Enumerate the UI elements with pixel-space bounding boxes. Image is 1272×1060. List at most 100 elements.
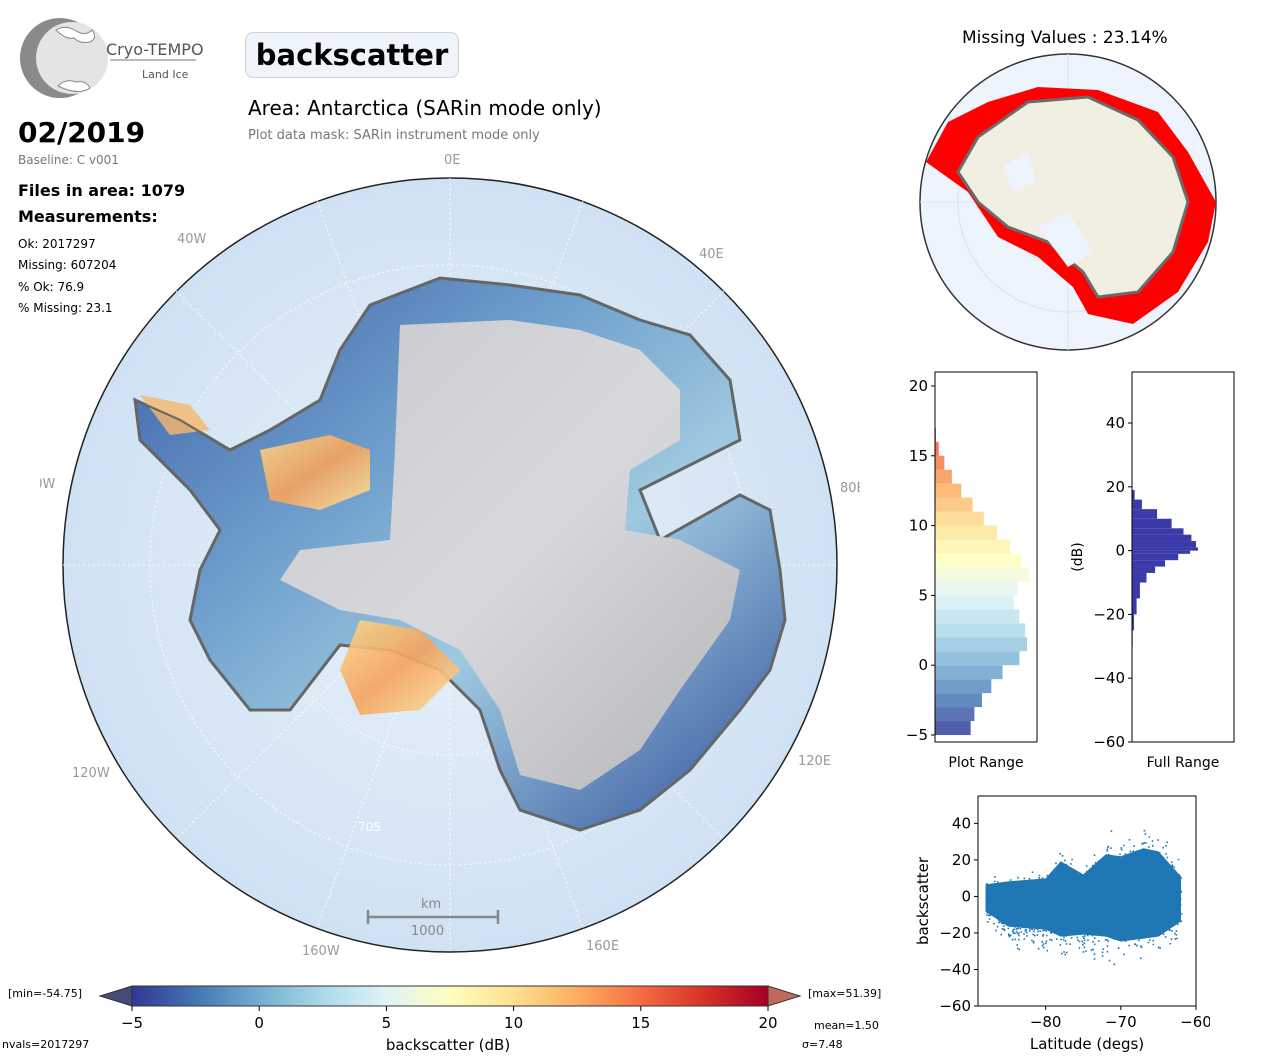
interior-ice-grey xyxy=(280,320,740,790)
lon-label-80e: 80E xyxy=(840,481,860,496)
colorbar-min-label: [min=-54.75] xyxy=(8,987,83,1000)
lon-label-160e: 160E xyxy=(586,939,619,954)
plot-range-bar xyxy=(935,483,962,498)
scatter-frame xyxy=(977,795,1197,1007)
full-range-bar xyxy=(1132,550,1191,554)
full-range-tick-label: −40 xyxy=(1093,669,1125,687)
scale-bar xyxy=(366,910,500,924)
baseline-label: Baseline: C v001 xyxy=(18,153,119,167)
ross-notch xyxy=(1038,212,1093,267)
full-range-bar xyxy=(1132,547,1198,551)
colorbar-tick-label: 15 xyxy=(631,1014,650,1032)
measurements-missing: Missing: 607204 xyxy=(18,258,117,272)
plot-range-bar xyxy=(935,469,952,484)
full-range-bar xyxy=(1132,614,1134,631)
colorbar-tick-label: 10 xyxy=(504,1014,523,1032)
plot-range-bar xyxy=(935,581,1018,596)
scatter-ytick-label: 40 xyxy=(952,814,971,832)
colorbar-nvals: nvals=2017297 xyxy=(2,1038,90,1051)
full-range-histogram: 40 20 0 −20 −40 −60 Full Range (dB) xyxy=(1070,371,1235,770)
scatter-ytick-label: −40 xyxy=(939,960,971,978)
plot-range-histogram: −5 0 5 10 15 20 Plot Range xyxy=(906,371,1038,770)
plot-range-tick-label: 5 xyxy=(918,586,928,604)
lat-label-70s: 70S xyxy=(358,820,381,834)
full-range-tick-label: −20 xyxy=(1093,605,1125,623)
colorbar-tick-label: 20 xyxy=(758,1014,777,1032)
plot-range-bar xyxy=(935,693,982,708)
logo-name: Cryo-TEMPO xyxy=(106,40,204,59)
lon-label-120e: 120E xyxy=(798,754,831,769)
lon-label-160w: 160W xyxy=(302,944,340,959)
scatter-xtick-label: −60 xyxy=(1180,1013,1210,1031)
scatter-xlabel: Latitude (degs) xyxy=(1030,1035,1144,1053)
backscatter-colorbar: −5 0 5 10 15 20 backscatter (dB) xyxy=(98,985,802,1054)
lon-label-0e: 0E xyxy=(444,153,461,168)
full-range-bar xyxy=(1132,541,1197,548)
plot-range-bar xyxy=(935,553,1022,568)
ronne-ice-shelf-warm xyxy=(340,620,460,715)
plot-range-bar xyxy=(935,567,1029,582)
ross-ice-shelf-warm xyxy=(260,435,370,510)
plot-range-bar xyxy=(935,623,1026,638)
measurements-pct-ok: % Ok: 76.9 xyxy=(18,280,85,294)
cryo-tempo-logo: Cryo-TEMPO Land Ice xyxy=(18,16,208,100)
plot-range-bar xyxy=(935,497,973,512)
measurements-heading: Measurements: xyxy=(18,207,158,226)
colorbar-min-arrow xyxy=(98,985,133,1007)
plot-range-frame xyxy=(934,371,1038,743)
colorbar-gradient xyxy=(131,985,769,1007)
plot-range-tick-label: 15 xyxy=(909,447,928,465)
land-mask xyxy=(956,95,1190,299)
full-range-bar xyxy=(1132,499,1142,510)
plot-range-tick-label: 20 xyxy=(909,377,928,395)
product-title: backscatter xyxy=(245,32,459,78)
full-range-frame xyxy=(1131,371,1235,743)
colorbar-tick-label: 0 xyxy=(254,1014,264,1032)
scatter-ytick-label: −20 xyxy=(939,924,971,942)
plot-range-bar xyxy=(935,511,984,526)
plot-range-bar xyxy=(935,637,1027,652)
scatter-ytick-label: −60 xyxy=(939,997,971,1015)
full-range-bar xyxy=(1132,509,1158,519)
antarctica-map: km 1000 0E 40W 40E 80W 80E 120W 120E 160… xyxy=(40,153,860,959)
lon-label-80w: 80W xyxy=(40,477,56,492)
full-range-bar xyxy=(1132,582,1140,599)
plot-range-bar xyxy=(935,609,1020,624)
plot-range-tick-label: −5 xyxy=(906,726,928,744)
missing-values-map xyxy=(919,53,1217,351)
scatter-xtick-label: −70 xyxy=(1105,1013,1137,1031)
measurements-pct-missing: % Missing: 23.1 xyxy=(18,301,113,315)
plot-range-bar xyxy=(935,651,1020,666)
colorbar-tick-label: −5 xyxy=(121,1014,143,1032)
scatter-xtick-label: −80 xyxy=(1030,1013,1062,1031)
logo-globe-icon xyxy=(20,18,196,98)
plot-range-bar xyxy=(935,707,975,722)
peninsula-warm xyxy=(140,395,210,435)
plot-range-xlabel: Plot Range xyxy=(948,755,1023,770)
full-range-tick-label: 0 xyxy=(1115,542,1125,560)
lon-label-120w: 120W xyxy=(72,766,110,781)
weddell-notch xyxy=(1003,152,1036,192)
scatter-ytick-label: 0 xyxy=(961,887,971,905)
full-range-bar xyxy=(1132,528,1184,535)
full-range-tick-label: −60 xyxy=(1093,733,1125,751)
area-title: Area: Antarctica (SARin mode only) xyxy=(248,96,602,120)
full-range-tick-label: 20 xyxy=(1106,478,1125,496)
lon-label-40w: 40W xyxy=(177,232,207,247)
plot-range-tick-label: 10 xyxy=(909,517,928,535)
scatter-points xyxy=(985,829,1183,966)
plot-range-bar xyxy=(935,539,1011,554)
full-range-bar xyxy=(1132,560,1165,567)
mask-note: Plot data mask: SARin instrument mode on… xyxy=(248,128,540,143)
colorbar-mean: mean=1.50 xyxy=(814,1019,879,1032)
logo-subtitle: Land Ice xyxy=(142,68,189,81)
coastline xyxy=(134,276,786,832)
colorbar-max-label: [max=51.39] xyxy=(808,987,882,1000)
plot-range-bar xyxy=(935,665,1003,680)
colorbar-tick-label: 5 xyxy=(382,1014,392,1032)
scatter-ylabel: backscatter xyxy=(914,856,932,945)
full-range-bar xyxy=(1132,572,1147,583)
latitude-scatter-plot: 40 20 0 −20 −40 −60 −80 −70 −60 Latitude (degs) ba… xyxy=(914,795,1210,1053)
plot-range-tick-label: 0 xyxy=(918,656,928,674)
plot-range-bar xyxy=(935,721,971,736)
